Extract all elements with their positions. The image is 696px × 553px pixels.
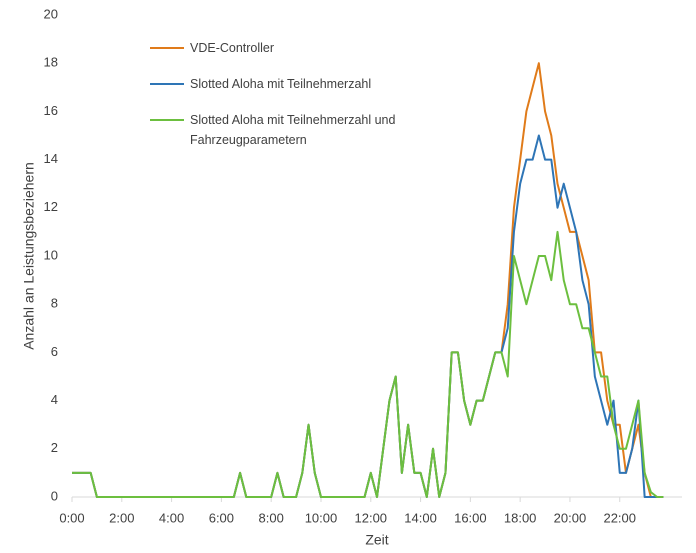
y-tick-label: 14	[44, 151, 58, 166]
y-tick-label: 4	[51, 392, 58, 407]
y-tick-label: 6	[51, 344, 58, 359]
x-tick-label: 12:00	[355, 510, 388, 525]
y-tick-label: 18	[44, 55, 58, 70]
legend: VDE-Controller Slotted Aloha mit Teilnehm…	[150, 38, 440, 166]
legend-label: VDE-Controller	[190, 41, 275, 55]
y-tick-label: 20	[44, 6, 58, 21]
x-tick-label: 18:00	[504, 510, 537, 525]
legend-swatch	[150, 47, 184, 49]
x-tick-label: 22:00	[603, 510, 636, 525]
x-tick-label: 2:00	[109, 510, 134, 525]
y-tick-label: 16	[44, 103, 58, 118]
x-tick-label: 8:00	[259, 510, 284, 525]
legend-label: Slotted Aloha mit Teilnehmerzahl und Fah…	[190, 113, 396, 147]
y-tick-label: 0	[51, 488, 58, 503]
x-tick-label: 20:00	[554, 510, 587, 525]
legend-item: VDE-Controller	[150, 38, 440, 58]
series-line	[72, 230, 664, 498]
legend-swatch	[150, 83, 184, 85]
legend-label: Slotted Aloha mit Teilnehmerzahl	[190, 77, 372, 91]
x-tick-label: 0:00	[59, 510, 84, 525]
legend-item: Slotted Aloha mit Teilnehmerzahl und Fah…	[150, 110, 440, 150]
x-tick-label: 4:00	[159, 510, 184, 525]
legend-swatch	[150, 119, 184, 121]
y-tick-label: 2	[51, 440, 58, 455]
y-axis-title: Anzahl an Leistungsbeziehern	[21, 162, 37, 350]
y-tick-label: 12	[44, 199, 58, 214]
x-tick-label: 14:00	[404, 510, 437, 525]
x-tick-label: 6:00	[209, 510, 234, 525]
y-tick-label: 8	[51, 296, 58, 311]
x-axis-title: Zeit	[365, 532, 388, 548]
x-tick-label: 10:00	[305, 510, 338, 525]
series-line	[72, 134, 664, 498]
legend-item: Slotted Aloha mit Teilnehmerzahl	[150, 74, 440, 94]
x-tick-label: 16:00	[454, 510, 487, 525]
y-tick-label: 10	[44, 247, 58, 262]
